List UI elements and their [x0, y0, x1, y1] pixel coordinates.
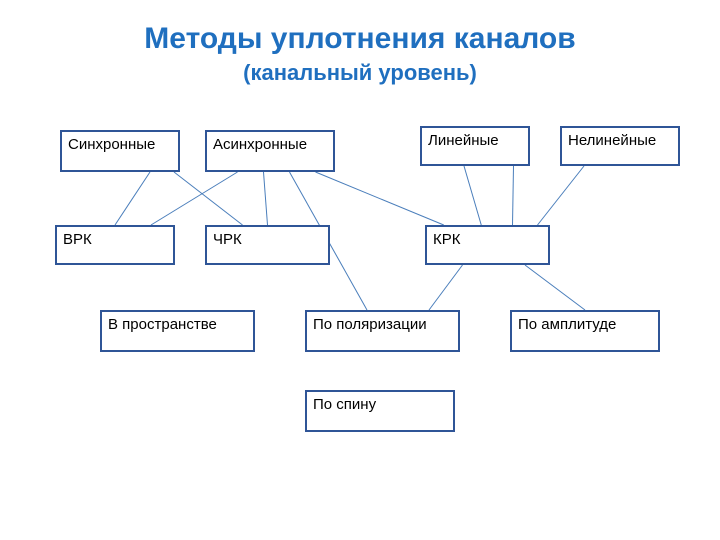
node-nonlinear: Нелинейные	[560, 126, 680, 166]
node-ampl: По амплитуде	[510, 310, 660, 352]
diagram-stage: Методы уплотнения каналов (канальный уро…	[0, 0, 720, 540]
page-title: Методы уплотнения каналов	[0, 22, 720, 56]
edge-nonlinear-krk	[538, 166, 585, 225]
node-vrk: ВРК	[55, 225, 175, 265]
node-chrk: ЧРК	[205, 225, 330, 265]
node-sync: Синхронные	[60, 130, 180, 172]
page-subtitle: (канальный уровень)	[0, 60, 720, 86]
edge-linear-krk	[464, 166, 481, 225]
node-polar: По поляризации	[305, 310, 460, 352]
edge-async-krk	[316, 172, 444, 225]
edge-sync-chrk	[174, 172, 243, 225]
node-space: В пространстве	[100, 310, 255, 352]
edge-krk-polar	[429, 265, 463, 310]
node-linear: Линейные	[420, 126, 530, 166]
node-async: Асинхронные	[205, 130, 335, 172]
node-spin: По спину	[305, 390, 455, 432]
edge-linear-krk	[513, 166, 514, 225]
edge-krk-ampl	[525, 265, 585, 310]
edge-async-chrk	[264, 172, 268, 225]
node-krk: КРК	[425, 225, 550, 265]
edge-sync-vrk	[115, 172, 150, 225]
edge-async-vrk	[151, 172, 238, 225]
